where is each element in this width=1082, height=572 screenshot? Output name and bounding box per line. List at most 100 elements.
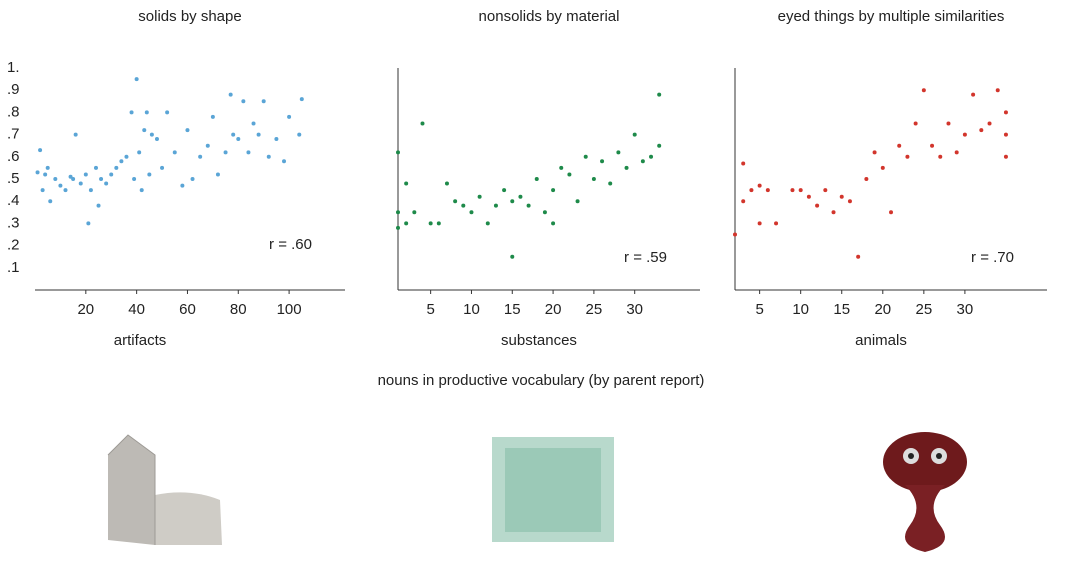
data-point (58, 183, 63, 188)
data-point (134, 77, 139, 82)
data-point (741, 161, 746, 166)
data-point (38, 148, 43, 153)
data-point (913, 121, 918, 126)
data-point (534, 177, 539, 181)
data-point (551, 221, 556, 226)
data-point (493, 203, 498, 208)
data-point (897, 143, 902, 148)
data-point (185, 128, 190, 133)
data-point (461, 203, 466, 208)
data-point (485, 221, 490, 226)
data-point (567, 172, 572, 177)
data-point (971, 92, 976, 97)
x-tick-label: 40 (128, 301, 145, 318)
data-point (823, 188, 828, 193)
y-tick-label: .2 (7, 237, 20, 254)
data-point (905, 154, 910, 159)
data-point (40, 188, 45, 193)
data-point (190, 177, 195, 181)
data-point (205, 143, 210, 148)
data-point (287, 114, 292, 119)
data-point (864, 177, 869, 181)
data-point (86, 221, 91, 226)
data-point (774, 221, 779, 226)
data-point (847, 199, 852, 204)
data-point (856, 254, 861, 259)
eyed-object (883, 432, 967, 552)
data-point (872, 150, 877, 155)
annotation: r = .70 (971, 249, 1014, 266)
data-point (124, 154, 129, 159)
data-point (160, 165, 165, 170)
data-point (657, 143, 662, 148)
solid-object (107, 434, 222, 545)
shared-x-label: nouns in productive vocabulary (by paren… (378, 372, 705, 389)
data-point (198, 154, 203, 159)
x-tick-label: 30 (626, 301, 643, 318)
x-tick-label: 15 (833, 301, 850, 318)
data-point (215, 172, 220, 177)
data-point (649, 154, 654, 159)
chart-title: solids by shape (138, 8, 241, 25)
data-point (420, 121, 425, 126)
y-tick-label: .1 (7, 259, 20, 276)
data-point (583, 154, 588, 159)
data-point (139, 188, 144, 193)
data-point (119, 159, 124, 164)
data-point (979, 128, 984, 133)
data-point (83, 172, 88, 177)
data-point (502, 188, 507, 193)
data-point (880, 165, 885, 170)
data-point (297, 132, 302, 137)
data-point (73, 132, 78, 137)
data-point (1003, 154, 1008, 159)
x-tick-label: 10 (792, 301, 809, 318)
data-point (35, 170, 40, 175)
data-point (180, 183, 185, 188)
data-point (412, 210, 417, 215)
data-point (510, 254, 515, 259)
data-point (806, 194, 811, 199)
data-point (938, 154, 943, 159)
y-tick-label: .5 (7, 170, 20, 187)
data-point (591, 177, 596, 181)
data-point (575, 199, 580, 204)
chart-title: eyed things by multiple similarities (778, 8, 1005, 25)
data-point (657, 92, 662, 97)
data-point (765, 188, 770, 193)
x-tick-label: 80 (230, 301, 247, 318)
x-tick-label: 15 (504, 301, 521, 318)
data-point (946, 121, 951, 126)
data-point (165, 110, 170, 115)
data-point (600, 159, 605, 164)
data-point (518, 194, 523, 199)
data-point (149, 132, 154, 137)
data-point (147, 172, 152, 177)
x-tick-label: 20 (77, 301, 94, 318)
chart-title: nonsolids by material (479, 8, 620, 25)
data-point (228, 92, 233, 97)
x-tick-label: 100 (277, 301, 302, 318)
data-point (477, 194, 482, 199)
data-point (53, 177, 58, 181)
data-point (624, 165, 629, 170)
data-point (757, 221, 762, 226)
data-point (526, 203, 531, 208)
data-point (757, 183, 762, 188)
data-point (396, 210, 400, 215)
data-point (453, 199, 458, 204)
data-point (616, 150, 621, 155)
x-tick-label: 20 (545, 301, 562, 318)
data-point (172, 150, 177, 155)
data-point (436, 221, 441, 226)
x-tick-label: 25 (586, 301, 603, 318)
data-point (109, 172, 114, 177)
data-point (798, 188, 803, 193)
data-point (78, 181, 83, 186)
data-point (223, 150, 228, 155)
y-tick-label: .4 (7, 192, 20, 209)
data-point (733, 232, 737, 237)
data-point (71, 177, 76, 181)
data-point (114, 165, 119, 170)
